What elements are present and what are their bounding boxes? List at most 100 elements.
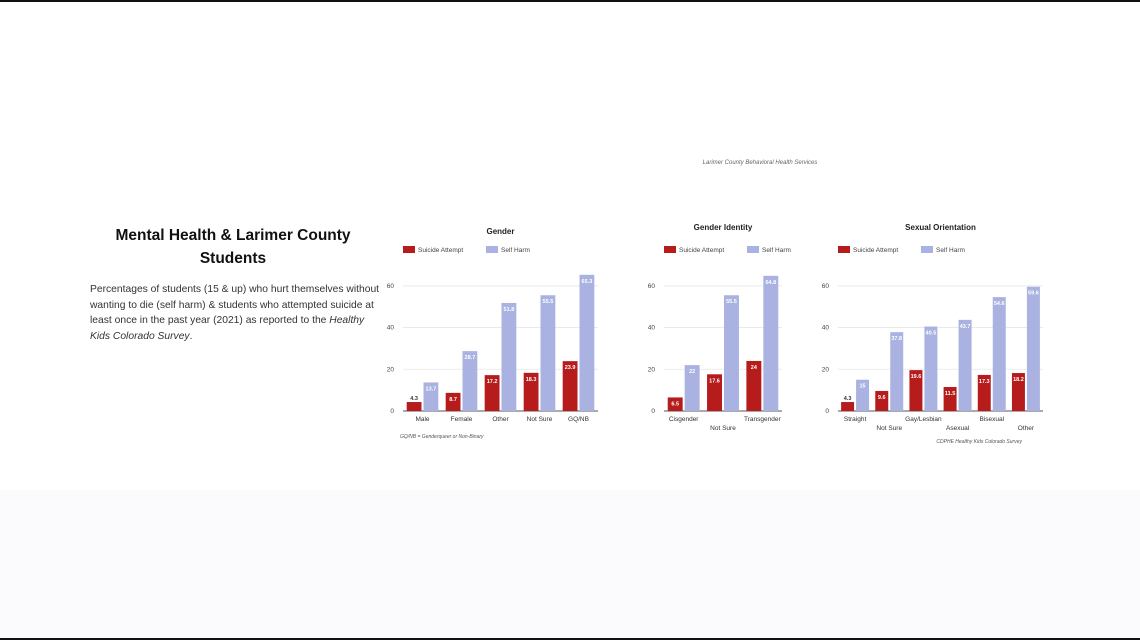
chart-footnote: CDPHE Healthy Kids Colorado Survey [936,439,1022,445]
data-label: 4.3 [844,396,852,402]
bar [992,297,1006,411]
top-border [0,0,1140,2]
bar [540,295,556,411]
data-label: 19.6 [911,374,922,380]
x-tick-label: Female [451,416,473,423]
chart-title: Sexual Orientation [905,223,976,232]
source-credit: Larimer County Behavioral Health Service… [702,160,818,166]
legend-swatch [838,246,850,253]
chart-title: Gender Identity [694,223,753,232]
x-tick-label: Transgender [744,416,781,423]
legend-label: Suicide Attempt [418,247,463,254]
data-label: 18.3 [526,377,537,383]
y-tick-label: 0 [651,408,655,415]
data-label: 13.7 [426,386,437,392]
bar [562,361,578,411]
data-label: 65.3 [582,279,593,285]
legend-label: Self Harm [501,247,530,254]
legend-label: Self Harm [762,247,791,254]
top-band [0,2,1140,150]
data-label: 15 [860,384,866,390]
x-tick-label: Gay/Lesbian [905,416,942,423]
description: Percentages of students (15 & up) who hu… [90,282,380,344]
bar [958,319,972,411]
data-label: 24 [751,365,758,371]
legend-swatch [486,246,498,253]
bar [890,332,904,411]
data-label: 8.7 [449,397,457,403]
legend-label: Suicide Attempt [679,247,724,254]
y-tick-label: 20 [387,366,395,373]
bar [909,370,923,411]
y-tick-label: 60 [387,283,395,290]
x-tick-label: Male [415,416,429,423]
y-tick-label: 40 [822,325,830,332]
bar [841,402,855,411]
data-label: 11.5 [945,391,955,397]
data-label: 64.8 [765,280,776,286]
bar [924,326,938,411]
data-label: 28.7 [465,355,476,361]
y-tick-label: 20 [822,366,830,373]
bar [943,387,957,411]
data-label: 55.5 [726,299,737,305]
data-label: 43.7 [960,324,971,330]
bar [875,390,889,411]
x-tick-label: Other [492,416,509,423]
chart-title: Gender [486,227,514,236]
x-tick-label: Not Sure [710,425,736,432]
bar [462,351,478,411]
bar [484,375,500,411]
bar [1026,286,1040,411]
bottom-band [0,490,1140,638]
bar [579,274,595,411]
data-label: 37.8 [891,336,902,342]
x-tick-label: Not Sure [527,416,553,423]
data-label: 51.8 [504,307,515,313]
chart-footnote: GQ/NB = Genderqueer or Non-Binary [400,434,484,440]
legend-swatch [403,246,415,253]
bar [684,365,700,411]
legend-label: Self Harm [936,247,965,254]
data-label: 40.5 [926,331,937,337]
data-label: 22 [689,369,695,375]
bar [523,372,539,411]
data-label: 9.6 [878,395,886,401]
x-tick-label: GQ/NB [568,416,589,423]
bar [977,374,991,411]
bar [406,402,422,411]
data-label: 17.6 [709,378,720,384]
bar [501,302,517,411]
bar [707,374,722,411]
x-tick-label: Not Sure [876,425,902,432]
page-title: Mental Health & Larimer County Students [88,224,378,270]
x-tick-label: Bisexual [979,416,1004,423]
y-tick-label: 60 [648,283,656,290]
bar [746,360,762,411]
content-band [0,150,1140,490]
legend-swatch [664,246,676,253]
bar [423,382,439,411]
survey-name: Healthy Kids Colorado Survey [90,315,365,342]
data-label: 18.2 [1013,377,1024,383]
data-label: 6.5 [671,401,679,407]
legend-swatch [747,246,759,253]
legend-swatch [921,246,933,253]
page-title-line1: Mental Health & Larimer County [115,227,351,244]
data-label: 54.6 [994,301,1005,307]
y-tick-label: 40 [387,325,395,332]
x-tick-label: Cisgender [669,416,699,423]
data-label: 23.9 [565,365,576,371]
y-tick-label: 60 [822,283,830,290]
bar [1011,373,1025,411]
description-text: Percentages of students (15 & up) who hu… [90,284,380,326]
data-label: 59.6 [1028,291,1039,297]
data-label: 4.3 [410,396,418,402]
x-tick-label: Straight [844,416,867,423]
bar [667,397,683,411]
x-tick-label: Asexual [946,425,970,432]
y-tick-label: 40 [648,325,656,332]
x-tick-label: Other [1018,425,1035,432]
y-tick-label: 0 [390,408,394,415]
bottom-border [0,638,1140,640]
